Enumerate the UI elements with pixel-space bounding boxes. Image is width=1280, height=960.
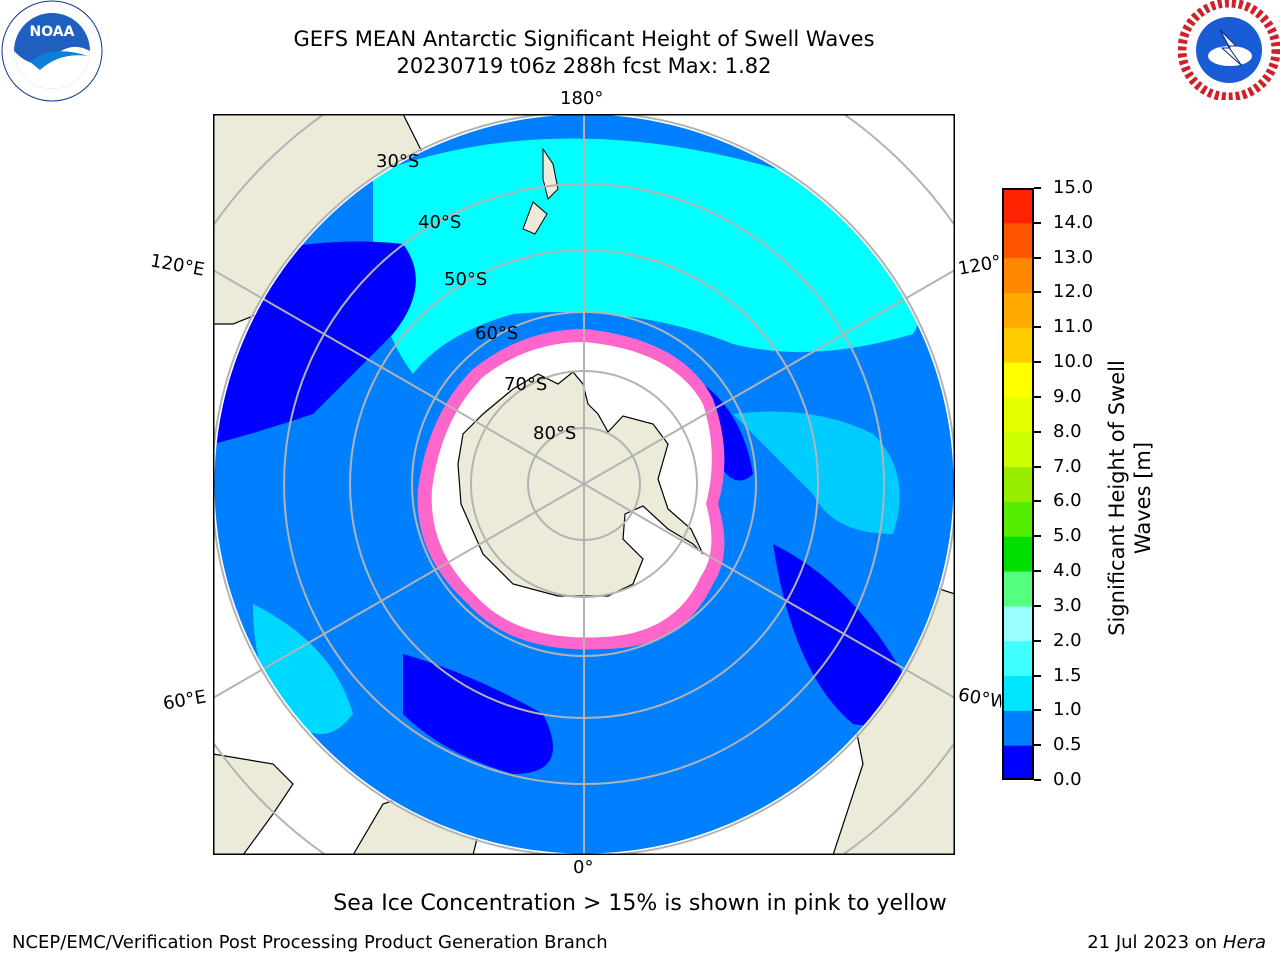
colorbar-tick-label: 9.0 (1053, 385, 1082, 407)
colorbar-segment (1002, 188, 1034, 224)
lat-label-50s: 50°S (444, 269, 488, 290)
colorbar-segment (1002, 466, 1034, 502)
lat-label-70s: 70°S (504, 374, 548, 395)
colorbar-tick-label: 5.0 (1053, 525, 1082, 547)
colorbar-segment (1002, 327, 1034, 363)
lat-label-30s: 30°S (376, 151, 420, 172)
colorbar (1002, 188, 1034, 781)
colorbar-segment (1002, 396, 1034, 433)
colorbar-tick-label: 8.0 (1053, 420, 1082, 442)
colorbar-tick-mark (1034, 500, 1041, 503)
lat-label-60s: 60°S (475, 323, 519, 344)
colorbar-tick-label: 15.0 (1053, 177, 1094, 198)
colorbar-segment (1002, 675, 1034, 711)
map-title: GEFS MEAN Antarctic Significant Height o… (293, 27, 875, 51)
colorbar-segment (1002, 222, 1034, 259)
colorbar-tick-mark (1034, 256, 1041, 259)
colorbar-tick-mark (1034, 604, 1041, 607)
footer-branch: NCEP/EMC/Verification Post Processing Pr… (12, 932, 608, 953)
sea-ice-note: Sea Ice Concentration > 15% is shown in … (333, 891, 947, 916)
colorbar-tick-label: 4.0 (1053, 560, 1082, 582)
colorbar-label: Significant Height of Swell Waves [m] (1105, 360, 1155, 636)
colorbar-tick-label: 11.0 (1053, 316, 1094, 338)
colorbar-tick-mark (1034, 570, 1041, 573)
noaa-logo: NOAA (0, 0, 104, 102)
colorbar-tick-label: 13.0 (1053, 246, 1094, 268)
colorbar-tick-mark (1034, 395, 1041, 398)
polar-map (212, 113, 956, 856)
lon-label-120e: 120°E (148, 250, 207, 281)
colorbar-tick-label: 2.0 (1053, 629, 1082, 651)
lon-label-60w: 60°W (956, 684, 1004, 713)
colorbar-tick-label: 10.0 (1053, 351, 1094, 373)
colorbar-tick-mark (1034, 465, 1041, 468)
colorbar-segment (1002, 501, 1034, 537)
colorbar-tick-mark (1034, 187, 1041, 189)
nws-logo (1177, 0, 1280, 102)
colorbar-tick-mark (1034, 291, 1041, 294)
colorbar-segment (1002, 362, 1034, 398)
colorbar-tick-mark (1034, 779, 1041, 781)
lon-label-120w: 120°W (956, 251, 1004, 280)
lon-label-180: 180° (560, 88, 604, 109)
lon-label-60e: 60°E (161, 686, 208, 715)
colorbar-tick-mark (1034, 326, 1041, 329)
noaa-logo-text: NOAA (30, 24, 75, 40)
colorbar-segment (1002, 571, 1034, 607)
colorbar-segment (1002, 605, 1034, 642)
colorbar-segment (1002, 745, 1034, 781)
colorbar-tick-mark (1034, 674, 1041, 677)
colorbar-segment (1002, 710, 1034, 746)
colorbar-tick-mark (1034, 639, 1041, 642)
colorbar-tick-mark (1034, 361, 1041, 364)
colorbar-tick-label: 3.0 (1053, 594, 1082, 616)
colorbar-tick-label: 12.0 (1053, 281, 1094, 303)
map-subtitle: 20230719 t06z 288h fcst Max: 1.82 (396, 54, 772, 78)
colorbar-tick-label: 6.0 (1053, 490, 1082, 512)
colorbar-tick-mark (1034, 430, 1041, 433)
colorbar-tick-mark (1034, 535, 1041, 538)
colorbar-tick-mark (1034, 709, 1041, 712)
colorbar-segment (1002, 292, 1034, 328)
footer-date: 21 Jul 2023 on Hera (1087, 932, 1266, 953)
graticule (213, 114, 955, 855)
colorbar-tick-label: 1.0 (1053, 699, 1082, 721)
lat-label-40s: 40°S (418, 212, 462, 233)
colorbar-tick-mark (1034, 221, 1041, 224)
colorbar-segment (1002, 431, 1034, 468)
lat-label-80s: 80°S (533, 423, 577, 444)
colorbar-tick-label: 1.5 (1053, 664, 1082, 686)
colorbar-tick-label: 0.5 (1053, 734, 1082, 756)
colorbar-segment (1002, 640, 1034, 677)
colorbar-tick-label: 7.0 (1053, 455, 1082, 477)
colorbar-segment (1002, 257, 1034, 293)
lon-label-0: 0° (573, 857, 594, 878)
colorbar-segment (1002, 536, 1034, 572)
colorbar-tick-label: 0.0 (1053, 769, 1082, 790)
colorbar-tick-label: 14.0 (1053, 211, 1094, 233)
colorbar-tick-mark (1034, 744, 1041, 747)
